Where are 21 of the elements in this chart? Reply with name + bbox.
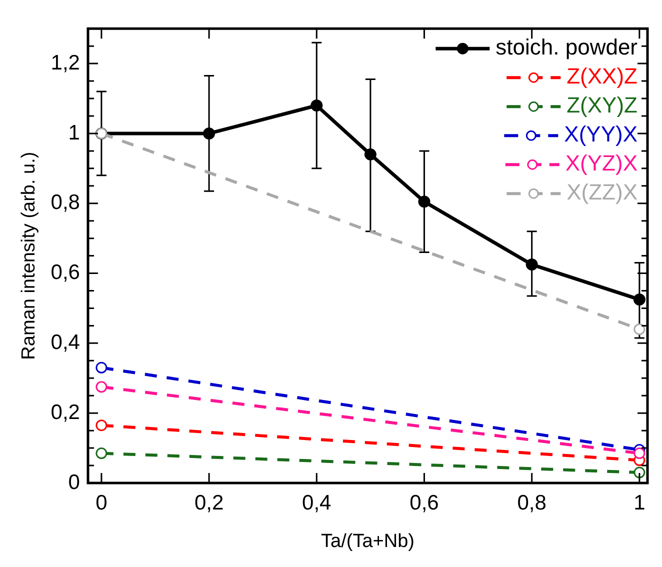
- y-tick-label: 0,4: [50, 330, 80, 354]
- x-axis-title: Ta/(Ta+Nb): [321, 530, 414, 552]
- legend-label: X(YY)X: [564, 122, 638, 147]
- legend-label: stoich. powder: [496, 34, 638, 60]
- x-tick-label: 1: [634, 491, 646, 514]
- x-tick-label: 0,2: [194, 491, 224, 514]
- y-tick-label: 0,8: [50, 191, 80, 214]
- y-tick-label: 0,6: [50, 261, 80, 284]
- legend-label: X(YZ)X: [565, 150, 638, 176]
- x-tick-label: 0,6: [410, 491, 439, 514]
- y-tick-label: 1,2: [50, 51, 80, 74]
- legend-label: Z(XY)Z: [566, 92, 638, 118]
- y-axis-title: Raman intensity (arb. u.): [18, 152, 40, 360]
- y-tick-label: 1: [68, 121, 80, 144]
- x-tick-label: 0,8: [517, 491, 546, 514]
- x-tick-label: 0: [96, 491, 108, 514]
- y-tick-label: 0: [68, 470, 80, 494]
- x-tick-label: 0,4: [302, 491, 332, 514]
- legend-label: Z(XX)Z: [566, 64, 638, 89]
- legend-label: X(ZZ)X: [566, 180, 638, 205]
- y-tick-label: 0,2: [50, 400, 80, 424]
